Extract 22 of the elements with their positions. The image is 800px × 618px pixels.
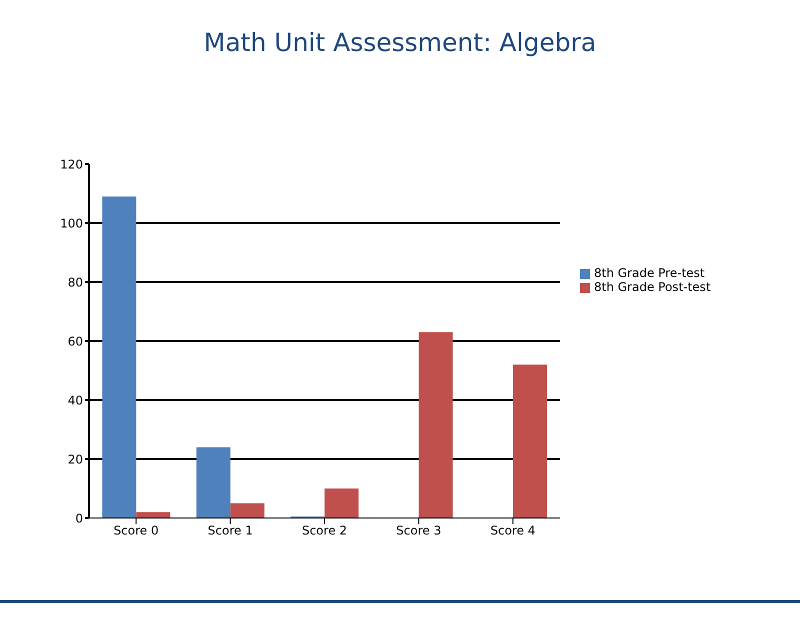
bar [196,447,230,518]
bar [324,488,359,518]
x-tick-label: Score 2 [302,524,348,538]
y-tick-label: 0 [75,511,83,526]
x-tick-label: Score 1 [208,524,253,538]
legend-label: 8th Grade Post-test [594,280,711,294]
bar [230,503,264,518]
bar [512,364,547,518]
bar [102,196,136,518]
bar [418,332,453,518]
bar [136,512,170,518]
x-tick-label: Score 0 [114,524,159,538]
y-tick-label: 20 [68,452,83,466]
y-tick-label: 100 [60,216,83,230]
legend-label: 8th Grade Pre-test [594,266,705,280]
y-tick-label: 120 [60,157,83,172]
y-tick-label: 40 [68,393,83,408]
chart-title: Math Unit Assessment: Algebra [202,28,598,57]
y-tick-label: 80 [68,275,83,290]
y-tick-label: 60 [68,334,83,348]
x-tick-label: Score 3 [396,524,442,538]
x-tick-label: Score 4 [490,524,536,538]
